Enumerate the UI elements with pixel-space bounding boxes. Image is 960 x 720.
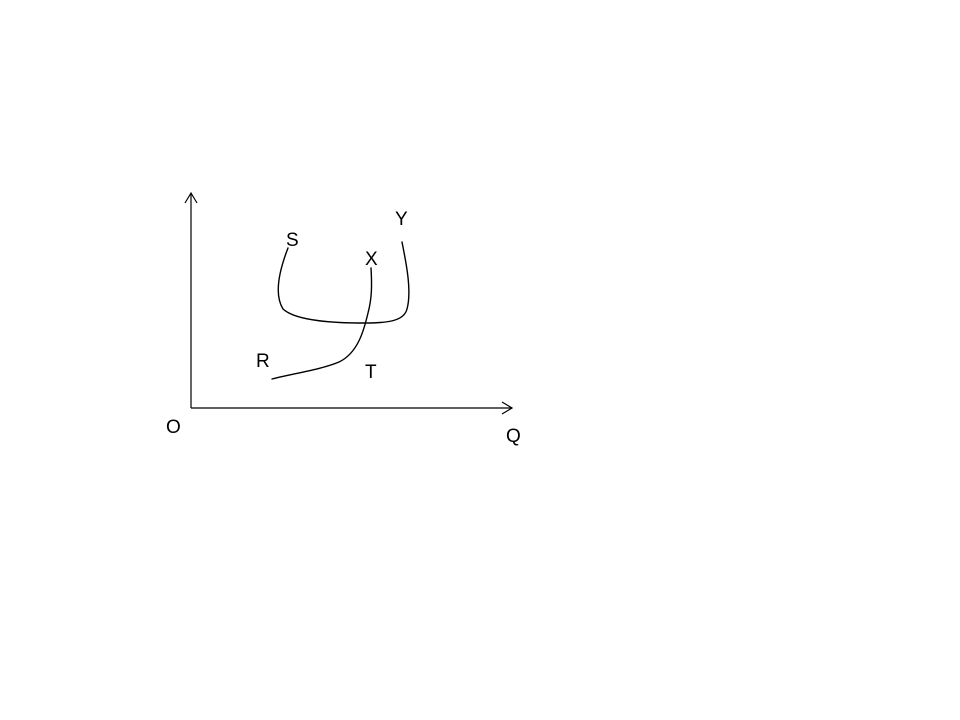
vertical-axis — [184, 191, 198, 408]
label-x: X — [365, 249, 378, 270]
horizontal-axis — [191, 401, 514, 415]
label-y: Y — [395, 209, 408, 230]
curve-s-y — [277, 241, 410, 324]
label-t: T — [365, 362, 377, 383]
label-s: S — [286, 230, 299, 251]
label-origin: O — [166, 417, 181, 438]
curve-r-x — [271, 267, 373, 380]
label-r: R — [256, 351, 270, 372]
label-x-axis: Q — [506, 426, 521, 447]
